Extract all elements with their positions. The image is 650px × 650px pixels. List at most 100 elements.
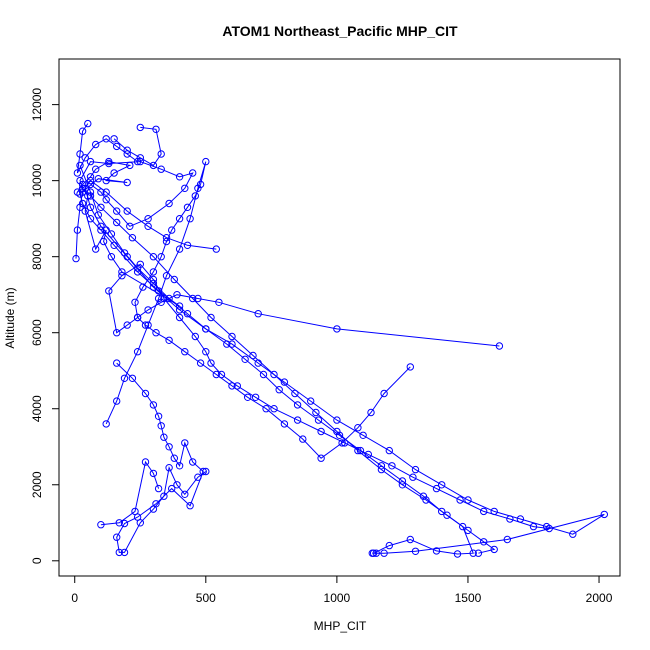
data-point [81, 207, 89, 215]
data-point [170, 454, 179, 462]
data-point [464, 526, 472, 535]
data-point [275, 386, 283, 394]
data-point [120, 374, 129, 382]
data-point [600, 510, 608, 519]
data-point [154, 287, 163, 295]
data-point [469, 549, 477, 557]
data-point [333, 427, 341, 436]
data-point [73, 169, 82, 177]
data-point [81, 184, 89, 193]
data-point [364, 450, 372, 459]
y-tick-label: 4000 [30, 395, 44, 422]
data-point [149, 469, 158, 478]
data-point [196, 359, 205, 367]
data-point [84, 119, 92, 128]
series-line-3 [79, 165, 474, 555]
data-point [144, 215, 152, 223]
data-point [175, 306, 184, 314]
data-point [354, 446, 362, 455]
data-point [154, 412, 163, 420]
data-point [280, 378, 289, 386]
data-point [123, 207, 131, 215]
data-point [162, 237, 171, 246]
data-point [76, 176, 84, 185]
data-point [152, 125, 160, 134]
data-point [262, 405, 270, 413]
data-point [97, 226, 105, 234]
data-point [207, 359, 215, 367]
data-point [443, 511, 451, 519]
data-point [217, 370, 226, 379]
data-point [105, 287, 113, 295]
data-point [120, 249, 129, 257]
data-point [173, 291, 181, 299]
data-point [270, 370, 278, 379]
data-point [480, 507, 488, 516]
data-point [110, 241, 118, 250]
data-point [270, 405, 278, 413]
data-point [149, 253, 158, 261]
series-line-9 [113, 126, 162, 167]
data-point [141, 321, 150, 329]
data-point [480, 538, 488, 546]
data-point [377, 462, 386, 470]
data-point [97, 203, 105, 212]
data-point [233, 382, 242, 390]
data-point [168, 226, 176, 234]
data-point [175, 215, 184, 223]
data-point [105, 157, 113, 166]
data-point [160, 294, 168, 303]
data-point [141, 389, 150, 398]
data-point [314, 416, 323, 424]
data-point [202, 157, 210, 166]
data-point [72, 254, 80, 263]
data-point [406, 535, 414, 544]
data-point [123, 178, 131, 187]
data-point [181, 439, 189, 447]
data-point [149, 279, 158, 287]
data-point [113, 397, 121, 405]
data-point [136, 519, 145, 527]
data-point [110, 135, 118, 143]
data-point [149, 268, 158, 276]
data-point [516, 515, 525, 523]
data-point [120, 519, 129, 528]
data-point [181, 348, 189, 356]
data-point [333, 325, 341, 333]
data-point [189, 169, 197, 177]
data-point [191, 192, 200, 200]
y-tick-label: 12000 [30, 88, 44, 122]
data-point [251, 393, 260, 401]
data-point [136, 123, 145, 132]
data-point [123, 321, 131, 329]
data-point [409, 473, 417, 481]
series-line-11 [75, 179, 217, 259]
data-point [81, 154, 89, 162]
data-point [385, 541, 393, 550]
data-point [160, 492, 168, 500]
data-point [136, 157, 145, 166]
data-point [181, 184, 189, 193]
data-point [545, 524, 553, 533]
x-tick-label: 500 [196, 591, 216, 605]
data-point [249, 351, 257, 360]
data-point [102, 188, 110, 196]
data-point [78, 127, 87, 135]
data-point [149, 505, 158, 513]
x-axis-label: MHP_CIT [314, 619, 367, 633]
data-point [490, 507, 498, 516]
y-axis: 0 2000 4000 6000 8000 10000 12000 [30, 88, 60, 564]
data-point [490, 545, 498, 554]
data-point [398, 481, 407, 489]
data-point [228, 332, 236, 341]
data-point [456, 496, 464, 504]
x-tick-label: 1000 [324, 591, 351, 605]
data-point [149, 161, 158, 170]
data-point [86, 157, 95, 166]
data-point [165, 199, 173, 208]
data-point [495, 342, 504, 350]
data-point [254, 359, 262, 367]
data-point [113, 142, 121, 151]
data-point [126, 161, 134, 170]
x-tick-label: 1500 [455, 591, 482, 605]
